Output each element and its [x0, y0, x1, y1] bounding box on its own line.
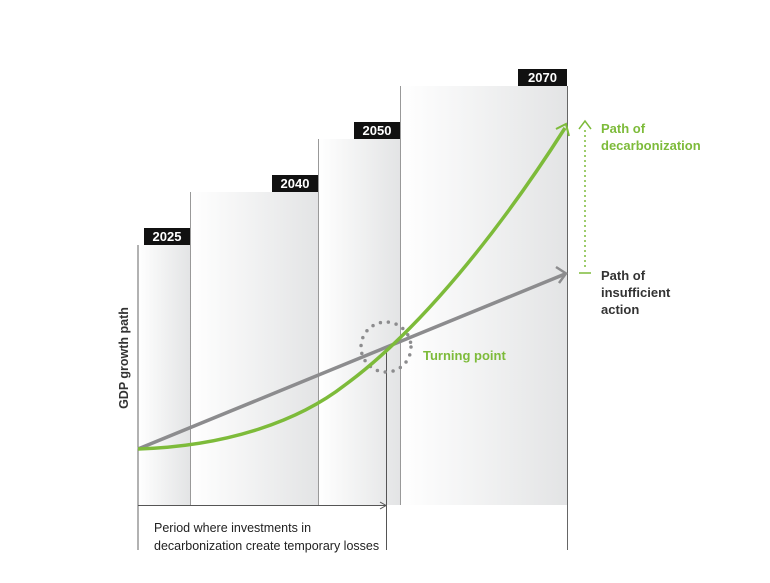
insufficient-action-arrowhead — [555, 265, 568, 284]
decarbonization-label-line-2: decarbonization — [601, 138, 701, 153]
decarbonization-label: Path of decarbonization — [601, 120, 701, 154]
insufficient-label-line-3: action — [601, 302, 640, 317]
period-note-line-2: decarbonization create temporary losses — [154, 539, 380, 553]
turning-point-circle — [359, 320, 413, 374]
period-note: Period where investments in decarbonizat… — [154, 519, 379, 555]
decarbonization-label-line-1: Path of — [601, 121, 646, 136]
decarbonization-path — [137, 127, 567, 451]
insufficient-label-line-1: Path of — [601, 268, 646, 283]
turning-point-label: Turning point — [423, 348, 506, 363]
y-axis-label: GDP growth path — [117, 307, 131, 409]
year-tag-2040: 2040 — [272, 175, 318, 192]
column-2040 — [190, 192, 318, 505]
period-note-line-1: Period where investments in — [154, 521, 312, 535]
year-tag-2050: 2050 — [354, 122, 400, 139]
year-tag-2025: 2025 — [144, 228, 190, 245]
insufficient-action-label: Path of insufficient action — [601, 267, 670, 318]
year-tag-2070: 2070 — [518, 69, 567, 86]
insufficient-action-path — [137, 272, 566, 451]
path-gap-arrowhead — [578, 119, 592, 130]
insufficient-label-line-2: insufficient — [601, 285, 671, 300]
column-2070 — [400, 86, 567, 505]
decarbonization-arrowhead — [555, 122, 570, 137]
column-2025 — [138, 245, 190, 505]
